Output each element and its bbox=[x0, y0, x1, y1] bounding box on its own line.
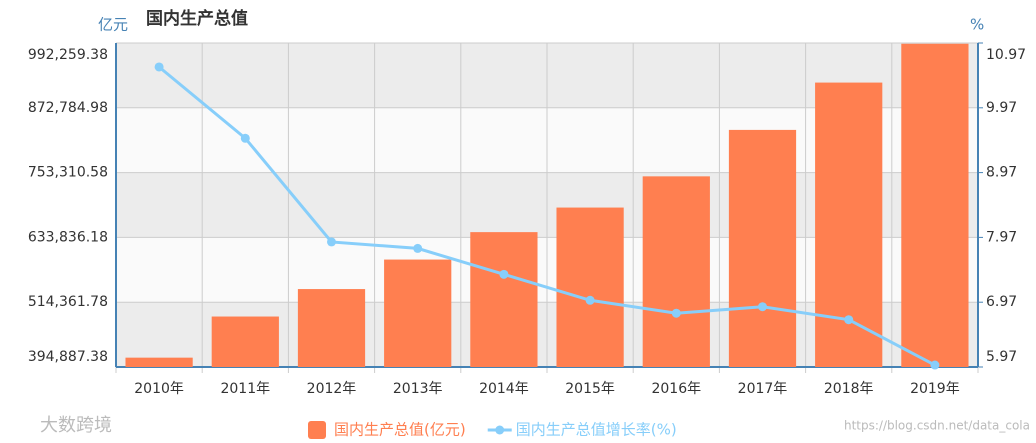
x-tick-label: 2015年 bbox=[565, 381, 615, 397]
y-tick-label: 633,836.18 bbox=[28, 229, 108, 245]
x-tick-label: 2019年 bbox=[910, 381, 960, 397]
line-marker bbox=[413, 243, 423, 253]
line-marker bbox=[327, 237, 336, 247]
line-marker bbox=[585, 295, 595, 305]
x-tick-label: 2013年 bbox=[393, 381, 443, 397]
bar bbox=[642, 176, 710, 367]
y-unit: 亿元 bbox=[98, 16, 128, 34]
line-marker bbox=[671, 308, 681, 318]
y2-tick-label: 6.97 bbox=[986, 294, 1017, 310]
y2-tick-label: 8.97 bbox=[986, 165, 1017, 181]
x-tick-label: 2017年 bbox=[738, 381, 788, 397]
y2-tick-label: 7.97 bbox=[986, 229, 1017, 245]
line-marker bbox=[930, 360, 940, 370]
x-tick-label: 2016年 bbox=[651, 381, 701, 397]
watermark: https://blog.csdn.net/data_cola bbox=[844, 419, 1030, 433]
bar bbox=[470, 232, 538, 367]
y2-tick-label: 5.97 bbox=[986, 349, 1017, 365]
bar bbox=[384, 259, 452, 367]
watermark: 大数跨境 bbox=[40, 415, 112, 436]
x-tick-label: 2010年 bbox=[134, 381, 184, 397]
y-tick-label: 514,361.78 bbox=[28, 294, 108, 310]
line-marker bbox=[240, 133, 250, 143]
y-tick-label: 753,310.58 bbox=[28, 165, 108, 181]
y-tick-label: 992,259.38 bbox=[28, 47, 108, 63]
legend-label: 国内生产总值(亿元) bbox=[334, 421, 466, 439]
x-tick-label: 2011年 bbox=[220, 381, 270, 397]
line-marker bbox=[844, 315, 854, 325]
bar bbox=[556, 207, 624, 367]
chart-title: 国内生产总值 bbox=[146, 8, 248, 29]
line-marker bbox=[154, 62, 164, 72]
y2-tick-label: 9.97 bbox=[986, 100, 1017, 116]
legend-label: 国内生产总值增长率(%) bbox=[516, 421, 677, 439]
line bbox=[158, 65, 936, 367]
x-tick-label: 2012年 bbox=[307, 381, 357, 397]
line-marker bbox=[499, 269, 509, 279]
bar bbox=[815, 82, 883, 367]
y-tick-label: 394,887.38 bbox=[28, 349, 108, 365]
y2-tick-label: 10.97 bbox=[986, 47, 1026, 63]
y2-unit: % bbox=[970, 16, 984, 34]
x-tick-label: 2018年 bbox=[824, 381, 874, 397]
bar bbox=[901, 43, 969, 367]
legend-swatch bbox=[495, 425, 505, 435]
bar bbox=[211, 316, 279, 367]
x-tick-label: 2014年 bbox=[479, 381, 529, 397]
y-tick-label: 872,784.98 bbox=[28, 100, 108, 116]
bar bbox=[297, 289, 366, 367]
line-marker bbox=[758, 302, 767, 312]
bar bbox=[125, 357, 193, 367]
legend-swatch bbox=[308, 421, 326, 439]
bar bbox=[728, 129, 797, 367]
